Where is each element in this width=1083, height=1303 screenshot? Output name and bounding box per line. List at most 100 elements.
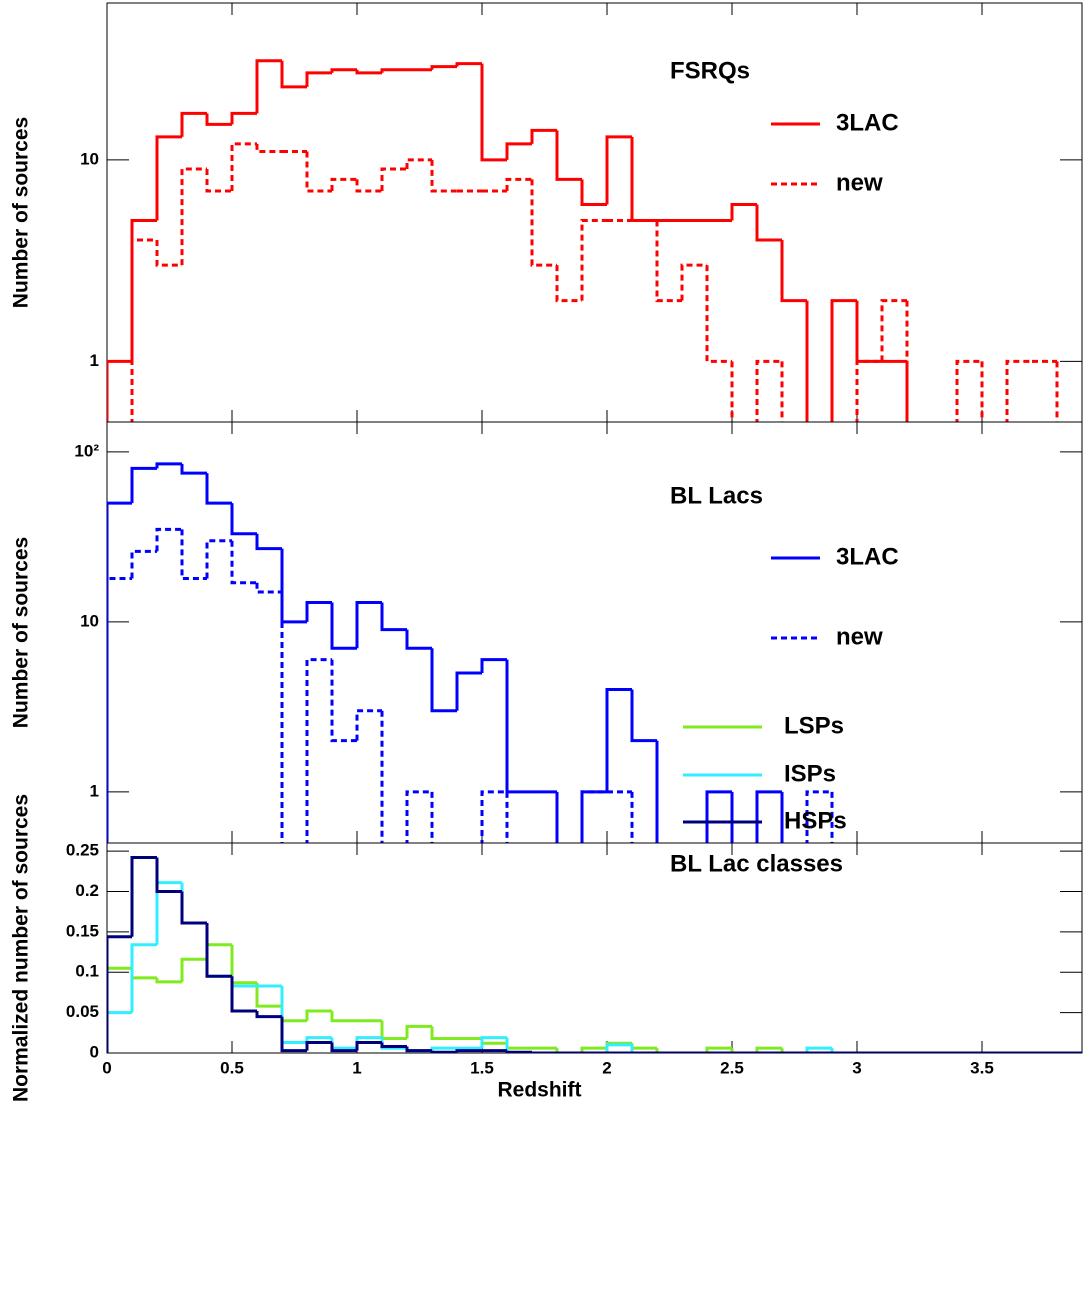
histogram-bin — [480, 63, 507, 162]
y-tick-label: 1 — [90, 351, 99, 370]
histogram-bin — [205, 169, 232, 193]
histogram-bin — [280, 985, 307, 1044]
legend-title: FSRQs — [670, 57, 750, 84]
histogram-bin — [655, 1048, 682, 1053]
histogram-bin — [830, 1048, 857, 1053]
histogram-bin — [255, 582, 282, 594]
histogram-bin — [180, 111, 207, 137]
histogram-bin — [107, 501, 132, 843]
histogram-bin — [107, 1011, 132, 1053]
legend-label: ISPs — [784, 760, 836, 787]
histogram-bin — [605, 135, 632, 205]
histogram-bin — [630, 791, 634, 843]
histogram-bin — [107, 966, 132, 1053]
histogram-bin — [430, 1046, 457, 1051]
legend-label: HSPs — [784, 807, 847, 834]
histogram-bin — [130, 943, 157, 1013]
histogram-bin — [355, 1041, 382, 1051]
histogram-bin — [755, 204, 782, 242]
histogram-bin — [730, 203, 757, 221]
histogram-bin — [430, 159, 457, 193]
legend-label: new — [836, 623, 883, 650]
histogram-bin — [305, 601, 332, 622]
histogram-bin — [505, 659, 532, 794]
histogram-bin — [955, 359, 982, 422]
y-axis-label: Number of sources — [10, 537, 33, 728]
histogram-bin — [255, 59, 282, 114]
histogram-bin — [780, 240, 807, 303]
histogram-bin — [130, 549, 157, 579]
histogram-bin — [780, 791, 784, 843]
histogram-bin — [655, 220, 682, 303]
histogram-bin — [505, 1037, 532, 1053]
histogram-bin — [230, 976, 257, 988]
histogram-bin — [980, 361, 984, 422]
histogram-bin — [630, 136, 657, 222]
histogram-bin — [205, 943, 232, 960]
histogram-bin — [380, 68, 407, 73]
histogram-bin — [480, 658, 507, 674]
histogram-bin — [380, 602, 407, 632]
histogram-bin — [430, 1026, 457, 1040]
histogram-bin — [305, 1036, 332, 1043]
x-tick-label: 3 — [852, 1058, 861, 1077]
histogram-bin — [130, 968, 157, 980]
histogram-bin — [107, 359, 132, 422]
histogram-bin — [880, 299, 907, 362]
histogram-bin — [205, 539, 232, 579]
histogram-bin — [380, 710, 384, 843]
histogram-bin — [555, 265, 582, 303]
histogram-bin — [480, 790, 507, 843]
histogram-bin — [180, 167, 207, 266]
histogram-bin — [855, 300, 882, 363]
histogram-bin — [580, 1046, 607, 1053]
histogram-bin — [580, 218, 607, 301]
histogram-bin — [1055, 361, 1059, 422]
histogram-bin — [330, 1037, 357, 1050]
x-tick-label: 2 — [602, 1058, 611, 1077]
histogram-bin — [505, 177, 532, 192]
y-tick-label: 1 — [90, 781, 99, 800]
x-tick-label: 1 — [352, 1058, 361, 1077]
x-tick-label: 3.5 — [970, 1058, 994, 1077]
y-tick-label: 0.05 — [66, 1002, 99, 1021]
histogram-bin — [155, 240, 182, 267]
histogram-bin — [705, 790, 732, 843]
x-axis-label: Redshift — [498, 1079, 582, 1102]
histogram-bin — [255, 1011, 282, 1019]
histogram-bin — [580, 179, 607, 207]
histogram-bin — [505, 142, 532, 160]
plot-frame — [106, 421, 1083, 844]
histogram-bin — [630, 1043, 657, 1050]
y-tick-label: 0.2 — [75, 881, 99, 900]
histogram-bin — [330, 1042, 357, 1053]
series-group — [107, 462, 834, 843]
histogram-bin — [305, 658, 332, 843]
histogram-bin — [107, 576, 132, 843]
histogram-bin — [130, 856, 157, 937]
histogram-bin — [330, 68, 357, 73]
histogram-bin — [405, 158, 432, 170]
histogram-bin — [155, 527, 182, 552]
histogram-bin — [180, 891, 207, 925]
histogram-bin — [380, 167, 407, 192]
x-tick-label: 0 — [102, 1058, 111, 1077]
series-group — [107, 59, 1059, 422]
histogram-bin — [305, 151, 332, 193]
histogram-bin — [280, 591, 284, 843]
histogram-bin — [1005, 359, 1032, 422]
legend-title: BL Lacs — [670, 482, 763, 509]
x-tick-label: 2.5 — [720, 1058, 744, 1077]
histogram-bin — [230, 111, 257, 125]
x-tick-label: 0.5 — [220, 1058, 244, 1077]
histogram-bin — [355, 709, 382, 741]
histogram-bin — [605, 1043, 632, 1053]
histogram-bin — [905, 300, 909, 422]
histogram-bin — [155, 857, 182, 893]
histogram-bin — [130, 238, 157, 422]
y-axis-label: Number of sources — [10, 117, 33, 308]
histogram-bin — [455, 62, 482, 67]
histogram-bin — [130, 218, 157, 362]
histogram-bin — [605, 688, 632, 792]
histogram-bin — [530, 1051, 557, 1053]
